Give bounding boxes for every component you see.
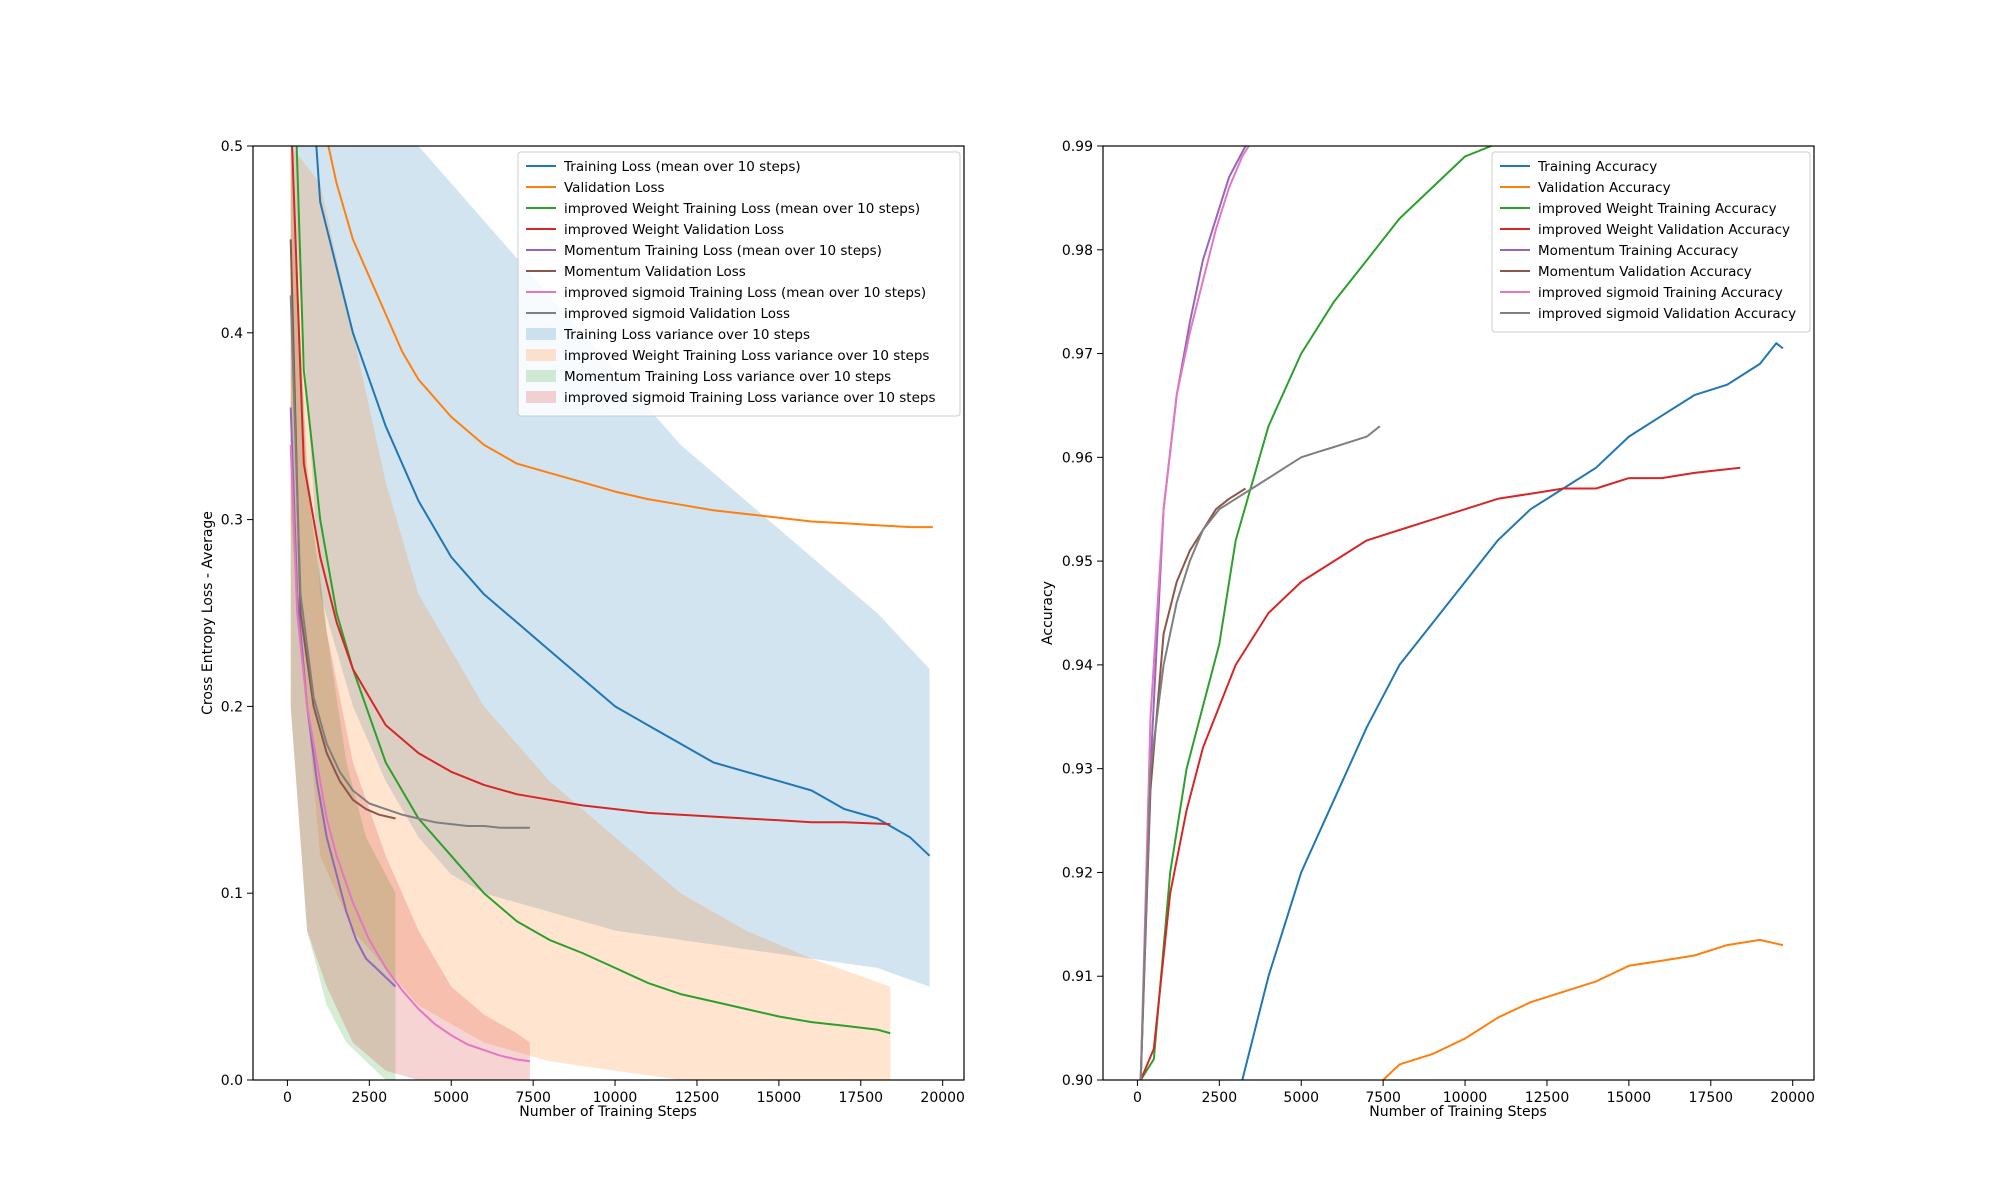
accuracy-line-improved-sigmoid-training-accuracy — [1139, 146, 1250, 1080]
loss-legend-label: Training Loss (mean over 10 steps) — [563, 159, 801, 175]
loss-x-tick-label: 12500 — [675, 1090, 720, 1106]
accuracy-legend-label: Validation Accuracy — [1538, 180, 1671, 196]
loss-line-improved-weight-validation-loss — [291, 146, 891, 826]
accuracy-y-tick-label: 0.91 — [1062, 969, 1093, 985]
accuracy-y-tick-label: 0.93 — [1062, 762, 1093, 778]
accuracy-line-improved-weight-training-accuracy — [1139, 146, 1492, 1080]
accuracy-x-tick-label: 20000 — [1770, 1090, 1815, 1106]
loss-line-validation-loss — [327, 146, 933, 529]
accuracy-y-tick-label: 0.96 — [1062, 450, 1093, 466]
accuracy-x-tick-label: 10000 — [1443, 1090, 1488, 1106]
accuracy-line-improved-sigmoid-validation-accuracy — [1139, 425, 1381, 1080]
accuracy-legend-label: improved sigmoid Validation Accuracy — [1538, 306, 1796, 322]
loss-legend: Training Loss (mean over 10 steps) Valida… — [517, 151, 961, 417]
loss-legend-label: Momentum Training Loss (mean over 10 ste… — [564, 243, 882, 259]
loss-x-tick-label: 17500 — [839, 1090, 884, 1106]
loss-x-tick-label: 15000 — [757, 1090, 802, 1106]
accuracy-legend-label: improved Weight Validation Accuracy — [1538, 222, 1790, 238]
loss-y-tick-label: 0.2 — [221, 699, 243, 715]
loss-y-tick-label: 0.5 — [221, 139, 243, 155]
loss-bands — [290, 146, 930, 1080]
accuracy-x-ticks: 0 2500 5000 7500 10000 12500 15000 17500 20000 — [1133, 1080, 1815, 1106]
loss-legend-swatch — [526, 391, 556, 403]
accuracy-y-tick-label: 0.95 — [1062, 554, 1093, 570]
loss-legend-label: Momentum Training Loss variance over 10 … — [564, 369, 891, 385]
accuracy-legend-label: improved Weight Training Accuracy — [1538, 201, 1777, 217]
loss-legend-label: Validation Loss — [564, 180, 665, 196]
accuracy-x-tick-label: 17500 — [1689, 1090, 1734, 1106]
accuracy-x-tick-label: 2500 — [1201, 1090, 1237, 1106]
loss-plot-area — [289, 146, 933, 1080]
loss-band-momentum-training-loss-variance-over-10-steps — [290, 146, 396, 1080]
loss-y-axis-label: Cross Entropy Loss - Average — [200, 511, 216, 715]
loss-band-improved-weight-training-loss-variance-over-10-steps — [290, 146, 891, 1080]
loss-x-ticks: 0 2500 5000 7500 10000 12500 15000 17500 20000 — [283, 1080, 965, 1106]
accuracy-legend-label: Momentum Validation Accuracy — [1538, 264, 1752, 280]
loss-legend-label: Momentum Validation Loss — [564, 264, 746, 280]
accuracy-legend-box — [1491, 151, 1811, 333]
loss-legend-box — [517, 151, 961, 417]
loss-legend-label: improved Weight Validation Loss — [564, 222, 784, 238]
loss-x-tick-label: 10000 — [593, 1090, 638, 1106]
loss-x-tick-label: 0 — [283, 1090, 292, 1106]
accuracy-y-tick-label: 0.94 — [1062, 658, 1093, 674]
accuracy-x-tick-label: 0 — [1133, 1090, 1142, 1106]
accuracy-x-tick-label: 5000 — [1283, 1090, 1319, 1106]
loss-chart: 0 2500 5000 7500 10000 12500 15000 17500 20000 0… — [200, 139, 965, 1120]
loss-y-tick-label: 0.0 — [221, 1073, 243, 1089]
loss-legend-label: improved Weight Training Loss (mean over… — [564, 201, 920, 217]
loss-y-ticks: 0.0 0.1 0.2 0.3 0.4 0.5 — [221, 139, 253, 1089]
accuracy-x-axis-label: Number of Training Steps — [1369, 1104, 1547, 1120]
accuracy-y-tick-label: 0.98 — [1062, 243, 1093, 259]
loss-band-improved-sigmoid-training-loss-variance-over-10-steps — [290, 146, 530, 1080]
loss-line-training-loss-mean-over-10-steps — [315, 146, 931, 857]
loss-line-improved-sigmoid-training-loss-mean-over-10-steps — [289, 444, 531, 1063]
accuracy-y-tick-label: 0.97 — [1062, 347, 1093, 363]
loss-x-tick-label: 7500 — [515, 1090, 551, 1106]
accuracy-line-improved-weight-validation-accuracy — [1139, 466, 1741, 1080]
loss-x-tick-label: 5000 — [433, 1090, 469, 1106]
accuracy-legend-label: Momentum Training Accuracy — [1538, 243, 1738, 259]
loss-axes-frame — [252, 145, 965, 1081]
loss-x-tick-label: 20000 — [920, 1090, 965, 1106]
loss-lines — [289, 146, 933, 1063]
loss-y-tick-label: 0.4 — [221, 326, 243, 342]
accuracy-line-momentum-training-accuracy — [1139, 146, 1247, 1080]
accuracy-line-training-accuracy — [1241, 342, 1784, 1080]
accuracy-chart: 0 2500 5000 7500 10000 12500 15000 17500 20000 0… — [1040, 139, 1815, 1120]
loss-legend-label: improved sigmoid Validation Loss — [564, 306, 790, 322]
loss-line-improved-weight-training-loss-mean-over-10-steps — [295, 146, 891, 1035]
loss-y-tick-label: 0.1 — [221, 886, 243, 902]
accuracy-lines — [1139, 146, 1784, 1080]
loss-line-improved-sigmoid-validation-loss — [289, 295, 530, 829]
accuracy-plot-area — [1139, 146, 1784, 1080]
loss-x-tick-label: 2500 — [351, 1090, 387, 1106]
loss-legend-label: improved sigmoid Training Loss variance … — [564, 390, 936, 406]
loss-legend-label: improved sigmoid Training Loss (mean ove… — [564, 285, 926, 301]
accuracy-line-validation-accuracy — [1382, 938, 1784, 1080]
loss-legend-swatch — [526, 349, 556, 361]
loss-line-momentum-validation-loss — [289, 239, 396, 820]
accuracy-legend-label: improved sigmoid Training Accuracy — [1538, 285, 1783, 301]
loss-legend-swatch — [526, 370, 556, 382]
accuracy-y-tick-label: 0.90 — [1062, 1073, 1093, 1089]
loss-x-axis-label: Number of Training Steps — [519, 1104, 697, 1120]
accuracy-legend: Training Accuracy Validation Accuracy impr… — [1491, 151, 1811, 333]
accuracy-x-tick-label: 15000 — [1607, 1090, 1652, 1106]
accuracy-legend-label: Training Accuracy — [1537, 159, 1657, 175]
loss-band-training-loss-variance-over-10-steps — [290, 146, 930, 987]
accuracy-y-axis-label: Accuracy — [1040, 581, 1056, 645]
loss-legend-label: Training Loss variance over 10 steps — [563, 327, 810, 343]
loss-legend-swatch — [526, 328, 556, 340]
accuracy-x-tick-label: 12500 — [1525, 1090, 1570, 1106]
accuracy-x-tick-label: 7500 — [1365, 1090, 1401, 1106]
accuracy-y-tick-label: 0.92 — [1062, 865, 1093, 881]
accuracy-y-ticks: 0.90 0.91 0.92 0.93 0.94 0.95 0.96 0.97 0.98 0.99 — [1062, 139, 1103, 1089]
loss-legend-label: improved Weight Training Loss variance o… — [564, 348, 929, 364]
accuracy-axes-frame — [1102, 145, 1815, 1081]
accuracy-y-tick-label: 0.99 — [1062, 139, 1093, 155]
loss-y-tick-label: 0.3 — [221, 513, 243, 529]
